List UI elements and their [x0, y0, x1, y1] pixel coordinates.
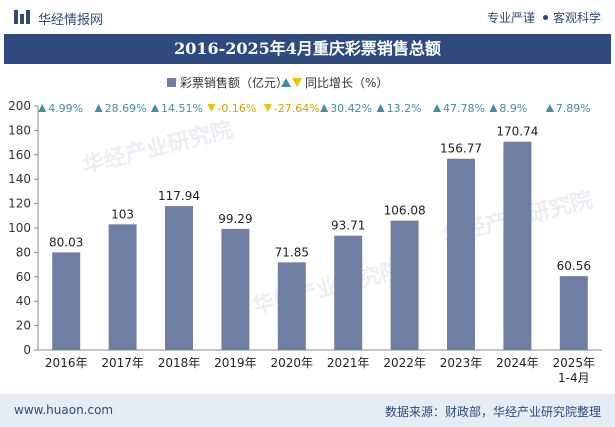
value-label: 80.03 — [49, 235, 83, 249]
bar — [447, 158, 475, 350]
value-label: 103 — [111, 207, 134, 221]
bar — [334, 235, 363, 350]
growth-label: 8.9% — [499, 102, 527, 115]
footer-url: www.huaon.com — [14, 403, 114, 417]
x-tick-label: 2019年 — [214, 356, 257, 370]
growth-up-arrow-icon — [489, 104, 498, 112]
x-tick-label: 2021年 — [327, 356, 370, 370]
growth-up-arrow-icon — [151, 104, 159, 112]
footer-source: 数据来源：财政部，华经产业研究院整理 — [384, 405, 601, 419]
legend-down-arrow-icon — [292, 78, 302, 87]
growth-up-arrow-icon — [38, 104, 47, 112]
growth-label: 47.78% — [443, 102, 485, 115]
footer-bar: www.huaon.com 数据来源：财政部，华经产业研究院整理 — [0, 394, 615, 427]
x-tick-label: 2025年 — [553, 356, 596, 370]
value-label: 170.74 — [496, 125, 538, 139]
growth-up-arrow-icon — [320, 104, 329, 112]
legend-up-arrow-icon — [281, 78, 291, 87]
tagline-right: 客观科学 — [552, 11, 601, 25]
bars — [52, 141, 588, 350]
value-label: 71.85 — [275, 245, 309, 259]
x-tick-label: 2018年 — [158, 356, 201, 370]
x-tick-label: 2024年 — [496, 356, 539, 370]
growth-down-arrow-icon — [263, 104, 272, 112]
tagline-left: 专业严谨 — [486, 11, 535, 25]
x-tick-label: 2017年 — [101, 356, 144, 370]
bar — [277, 262, 306, 350]
bar — [221, 228, 250, 350]
value-label: 106.08 — [384, 204, 426, 218]
y-tick-label: 40 — [16, 294, 31, 308]
separator-dot-icon — [542, 15, 548, 20]
growth-up-arrow-icon — [376, 104, 385, 112]
bar — [390, 220, 419, 350]
x-tick-label: 2020年 — [271, 356, 314, 370]
chart: 彩票销售额（亿元） 同比增长（%） 0 20 40 60 80 100 120 140 160 1… — [8, 75, 602, 385]
tagline: 专业严谨 客观科学 — [487, 9, 601, 26]
growth-up-arrow-icon — [94, 104, 103, 112]
bar — [503, 141, 532, 350]
growth-up-arrow-icon — [545, 104, 554, 112]
bar — [108, 224, 137, 350]
y-tick-label: 160 — [8, 148, 31, 162]
y-tick-label: 60 — [16, 270, 31, 284]
x-tick-label: 2023年 — [440, 356, 483, 370]
y-tick-label: 0 — [23, 343, 31, 357]
growth-label: 28.69% — [105, 102, 147, 115]
value-label: 99.29 — [218, 212, 252, 226]
y-tick-label: 120 — [8, 197, 31, 211]
growth-label: -27.64% — [274, 102, 320, 115]
x-tick-label: 2016年 — [45, 356, 88, 370]
legend-growth-label: 同比增长（%） — [305, 76, 388, 90]
growth-label: 7.89% — [556, 102, 591, 115]
y-axis-ticks: 0 20 40 60 80 100 120 140 160 180 200 — [8, 99, 38, 357]
y-tick-label: 200 — [8, 99, 31, 113]
bar — [559, 276, 588, 350]
x-tick-label: 2022年 — [383, 356, 426, 370]
legend-bar-label: 彩票销售额（亿元） — [180, 75, 288, 90]
y-tick-label: 20 — [16, 319, 31, 333]
growth-label: 30.42% — [330, 102, 372, 115]
value-label: 60.56 — [557, 259, 591, 273]
growth-labels: 4.99% 28.69% 14.51% -0.16% -27.64% 30.42% 13.2… — [38, 102, 591, 115]
y-tick-label: 140 — [8, 172, 31, 186]
growth-up-arrow-icon — [433, 104, 441, 112]
y-tick-label: 80 — [16, 245, 31, 259]
growth-label: 4.99% — [48, 102, 83, 115]
bar — [165, 206, 193, 350]
header-bar: 华经情报网 专业严谨 客观科学 — [0, 0, 615, 34]
bar — [52, 252, 81, 350]
y-tick-label: 100 — [8, 221, 31, 235]
x-axis-labels: 2016年 2017年 2018年 2019年 2020年 2021年 2022年 2023年… — [45, 356, 595, 385]
legend: 彩票销售额（亿元） 同比增长（%） — [167, 75, 388, 90]
growth-label: -0.16% — [217, 102, 256, 115]
logo-icon — [14, 10, 30, 24]
brand-name: 华经情报网 — [38, 13, 104, 28]
value-label: 93.71 — [331, 219, 365, 233]
value-label: 156.77 — [440, 142, 482, 156]
value-labels: 80.03 103 117.94 99.29 71.85 93.71 106.08 156.7… — [49, 125, 591, 273]
x-tick-label: 1-4月 — [558, 371, 590, 385]
growth-down-arrow-icon — [207, 104, 216, 112]
growth-label: 13.2% — [387, 102, 422, 115]
growth-label: 14.51% — [161, 102, 203, 115]
chart-title: 2016-2025年4月重庆彩票销售总额 — [174, 39, 441, 58]
y-tick-label: 180 — [8, 123, 31, 137]
legend-bar-swatch — [167, 78, 176, 87]
value-label: 117.94 — [158, 189, 200, 203]
title-band: 2016-2025年4月重庆彩票销售总额 — [4, 34, 611, 64]
